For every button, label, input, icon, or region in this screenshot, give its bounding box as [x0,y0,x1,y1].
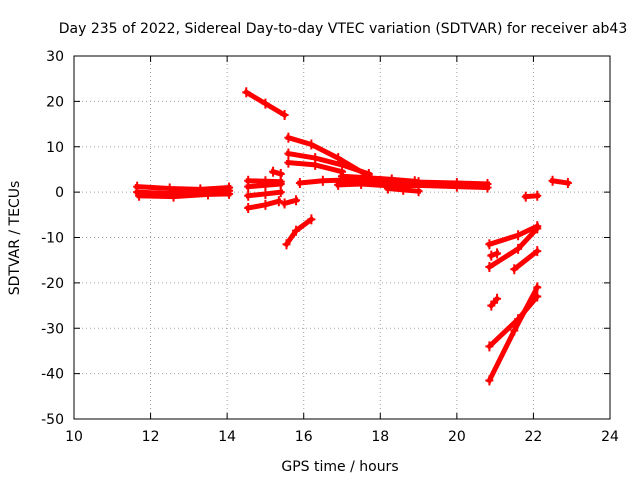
x-tick-label: 20 [448,429,466,445]
data-point [521,191,530,202]
data-point [533,282,542,293]
y-tick-label: 0 [55,185,64,201]
data-point [169,191,178,202]
y-tick-label: 10 [46,140,64,156]
data-point [318,175,327,186]
data-point [533,246,542,257]
x-axis-label: GPS time / hours [281,459,398,475]
series-marks [133,87,572,386]
data-point [485,375,494,386]
data-point [510,325,519,336]
data-point [261,199,270,210]
data-point [295,178,304,189]
data-point [307,139,316,150]
data-point [334,179,343,190]
data-trace [136,191,232,200]
data-point [338,171,346,182]
data-point [261,98,270,109]
y-tick-label: 20 [46,94,64,110]
data-point [510,264,519,275]
data-point [280,198,289,209]
x-tick-label: 12 [142,429,160,445]
data-point [548,175,557,186]
data-point [493,293,502,304]
data-point [387,174,396,185]
data-point [242,87,251,98]
data-point [284,157,293,168]
x-tick-label: 16 [295,429,313,445]
data-point [280,109,289,120]
data-point [563,178,572,189]
y-tick-label: -10 [41,231,64,247]
data-point [311,159,320,170]
y-tick-label: -40 [41,367,64,383]
data-point [487,250,496,261]
x-tick-label: 14 [218,429,236,445]
y-tick-label: 30 [46,49,64,65]
data-point [292,195,301,206]
data-point [292,225,301,236]
data-point [360,172,369,183]
data-point [135,190,144,201]
y-tick-label: -20 [41,276,64,292]
data-point [204,189,212,200]
data-point [533,190,542,201]
data-trace [285,150,372,178]
axis-ticks: 10 12 14 16 18 20 22 24 -50 -40 -30 -20 -10 0 10 20 30 [41,49,619,445]
data-trace [283,215,315,248]
data-point [307,214,316,225]
grid-lines [74,56,610,419]
data-trace [339,173,418,184]
y-tick-label: -50 [41,412,64,428]
x-tick-label: 18 [371,429,389,445]
data-point [269,166,278,177]
data-point [284,132,293,143]
data-point [399,184,408,195]
data-point [493,248,502,259]
x-tick-label: 24 [601,429,619,445]
y-axis-label: SDTVAR / TECUs [7,181,23,296]
chart-title: Day 235 of 2022, Sidereal Day-to-day VTE… [59,21,628,37]
data-point [514,243,523,254]
data-point [282,239,291,250]
data-point [276,187,285,198]
data-point [357,178,366,189]
data-point [284,148,293,159]
data-point [276,168,285,179]
data-point [410,176,419,187]
data-point [225,188,234,199]
data-point [244,190,253,201]
data-point [244,181,253,192]
data-point [261,188,270,199]
data-point [274,196,283,207]
x-tick-label: 22 [525,429,543,445]
data-point [483,182,492,193]
data-point [485,239,494,250]
data-point [533,223,542,234]
data-point [514,230,523,241]
data-trace [510,247,541,273]
data-point [414,186,423,197]
x-tick-label: 10 [65,429,83,445]
data-point [244,203,253,214]
y-tick-label: -30 [41,321,64,337]
data-point [485,261,494,272]
data-point [261,180,270,191]
data-point [485,341,494,352]
data-point [487,300,496,311]
data-point [452,181,461,192]
data-point [383,183,392,194]
data-trace [134,188,232,196]
